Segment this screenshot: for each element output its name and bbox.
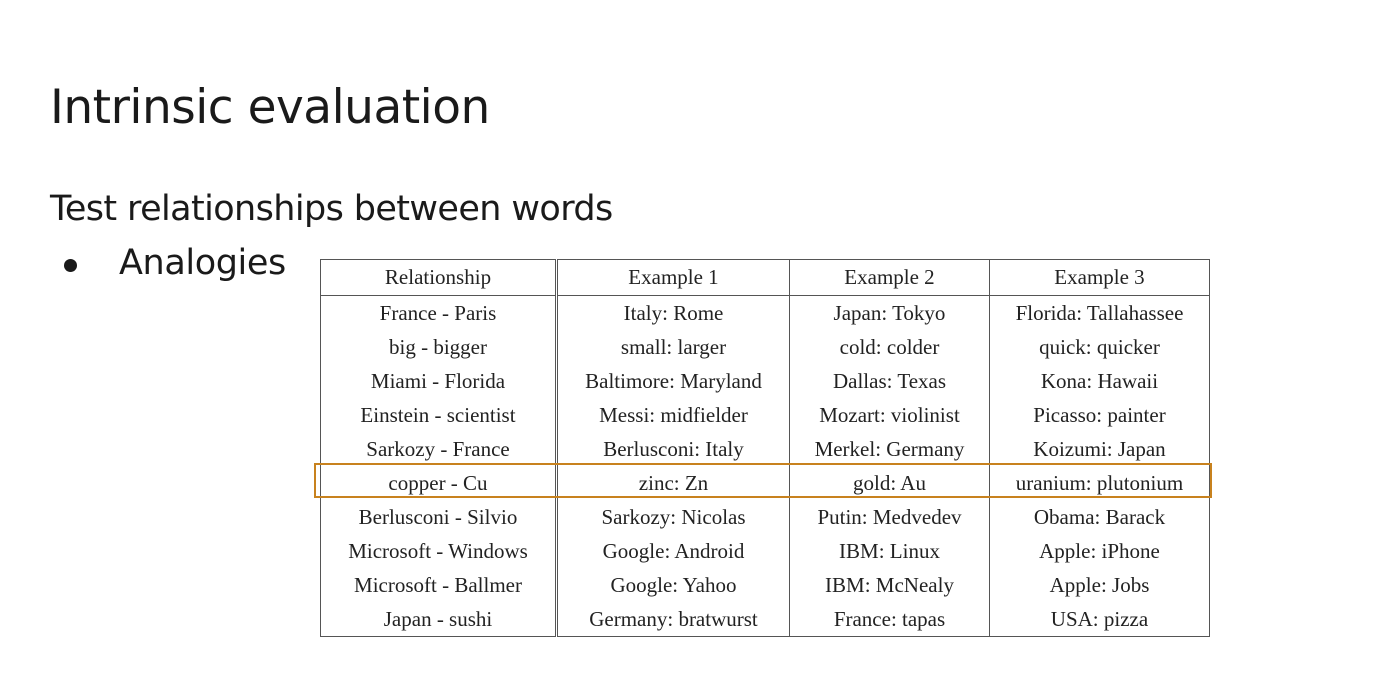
cell-relationship: Sarkozy - France — [320, 432, 558, 466]
cell-example-3: Florida: Tallahassee — [989, 295, 1210, 330]
cell-example-3: Kona: Hawaii — [989, 364, 1210, 398]
cell-relationship: Miami - Florida — [320, 364, 558, 398]
cell-example-3: Apple: Jobs — [989, 568, 1210, 602]
table-row-highlighted: copper - Cu zinc: Zn gold: Au uranium: p… — [320, 466, 1210, 500]
slide-subtitle: Test relationships between words — [50, 189, 613, 229]
cell-example-1: Italy: Rome — [556, 295, 790, 330]
cell-relationship: Japan - sushi — [320, 602, 558, 637]
cell-example-1: zinc: Zn — [556, 466, 790, 500]
header-example-2: Example 2 — [789, 259, 990, 296]
cell-example-2: gold: Au — [789, 466, 990, 500]
table-row: Berlusconi - Silvio Sarkozy: Nicolas Put… — [320, 500, 1210, 534]
slide-title: Intrinsic evaluation — [50, 80, 490, 135]
cell-example-3: Picasso: painter — [989, 398, 1210, 432]
header-example-1: Example 1 — [556, 259, 790, 296]
cell-relationship: France - Paris — [320, 295, 558, 330]
table-row: Microsoft - Windows Google: Android IBM:… — [320, 534, 1210, 568]
cell-relationship: copper - Cu — [320, 466, 558, 500]
table-row: Miami - Florida Baltimore: Maryland Dall… — [320, 364, 1210, 398]
cell-example-3: quick: quicker — [989, 330, 1210, 364]
cell-example-3: USA: pizza — [989, 602, 1210, 637]
header-relationship: Relationship — [320, 259, 558, 296]
cell-example-2: France: tapas — [789, 602, 990, 637]
cell-example-2: cold: colder — [789, 330, 990, 364]
cell-example-3: Koizumi: Japan — [989, 432, 1210, 466]
table-row: Einstein - scientist Messi: midfielder M… — [320, 398, 1210, 432]
table-row: Sarkozy - France Berlusconi: Italy Merke… — [320, 432, 1210, 466]
table-row: Microsoft - Ballmer Google: Yahoo IBM: M… — [320, 568, 1210, 602]
cell-relationship: Berlusconi - Silvio — [320, 500, 558, 534]
bullet-item: Analogies — [64, 240, 286, 286]
cell-example-3: uranium: plutonium — [989, 466, 1210, 500]
cell-relationship: Microsoft - Windows — [320, 534, 558, 568]
table-header-row: Relationship Example 1 Example 2 Example… — [320, 259, 1210, 296]
cell-example-2: Japan: Tokyo — [789, 295, 990, 330]
cell-example-2: Putin: Medvedev — [789, 500, 990, 534]
cell-example-3: Apple: iPhone — [989, 534, 1210, 568]
cell-example-2: IBM: Linux — [789, 534, 990, 568]
analogy-table-container: Relationship Example 1 Example 2 Example… — [314, 259, 1212, 637]
table-row: France - Paris Italy: Rome Japan: Tokyo … — [320, 295, 1210, 330]
cell-example-1: Baltimore: Maryland — [556, 364, 790, 398]
cell-relationship: Einstein - scientist — [320, 398, 558, 432]
cell-example-2: IBM: McNealy — [789, 568, 990, 602]
cell-example-3: Obama: Barack — [989, 500, 1210, 534]
cell-example-1: Berlusconi: Italy — [556, 432, 790, 466]
cell-relationship: big - bigger — [320, 330, 558, 364]
bullet-dot-icon — [64, 258, 77, 272]
analogy-table: Relationship Example 1 Example 2 Example… — [320, 259, 1210, 637]
cell-example-1: Google: Yahoo — [556, 568, 790, 602]
cell-relationship: Microsoft - Ballmer — [320, 568, 558, 602]
table-row: big - bigger small: larger cold: colder … — [320, 330, 1210, 364]
cell-example-1: small: larger — [556, 330, 790, 364]
cell-example-1: Sarkozy: Nicolas — [556, 500, 790, 534]
header-example-3: Example 3 — [989, 259, 1210, 296]
table-row: Japan - sushi Germany: bratwurst France:… — [320, 602, 1210, 637]
bullet-text: Analogies — [119, 243, 286, 283]
cell-example-2: Mozart: violinist — [789, 398, 990, 432]
cell-example-2: Dallas: Texas — [789, 364, 990, 398]
cell-example-2: Merkel: Germany — [789, 432, 990, 466]
cell-example-1: Germany: bratwurst — [556, 602, 790, 637]
cell-example-1: Google: Android — [556, 534, 790, 568]
cell-example-1: Messi: midfielder — [556, 398, 790, 432]
